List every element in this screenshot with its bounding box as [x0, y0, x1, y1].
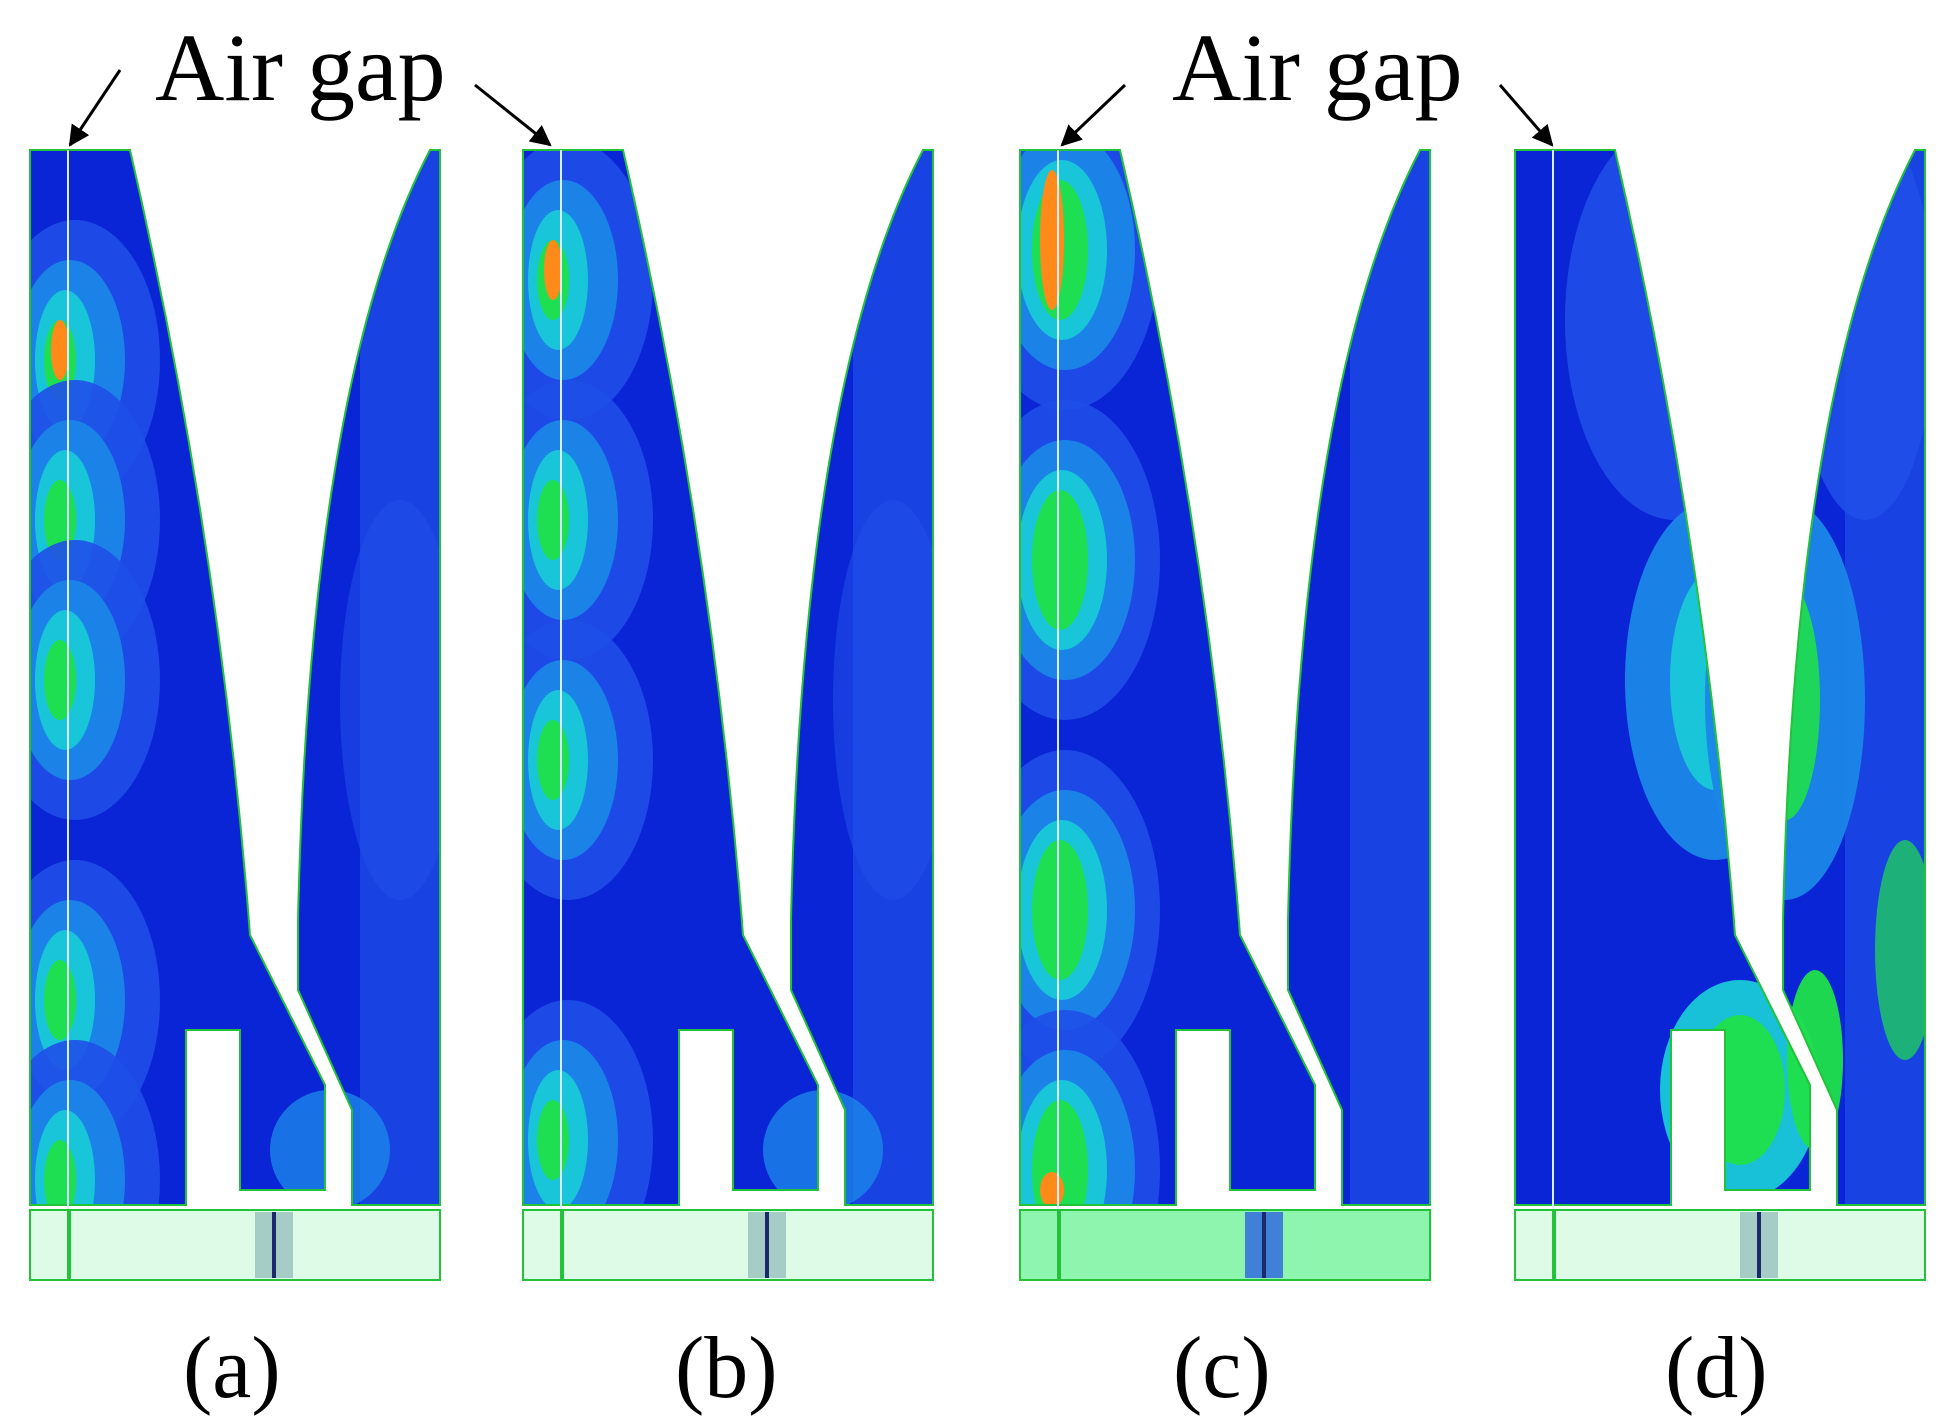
air-gap-arrow-3: [1060, 83, 1127, 147]
panel-c: [1019, 149, 1431, 1281]
hotspot-a-4: [44, 1140, 76, 1205]
caption-d: (d): [1665, 1320, 1768, 1417]
right-outline-b: [790, 149, 934, 1206]
base-plate-small-d: [1514, 1209, 1554, 1281]
hotspot-b-1: [537, 480, 569, 560]
hotspot-b-2: [537, 720, 569, 800]
hotspot-a-3: [44, 960, 76, 1040]
tooth-outline-d: [1514, 149, 1811, 1206]
field-map-c: [1020, 150, 1430, 1205]
base-plate-small-b: [522, 1209, 562, 1281]
air-gap-arrow-2: [474, 83, 552, 147]
hotspot-d-1: [1695, 1015, 1785, 1165]
hotspot-c-3: [1032, 1100, 1088, 1205]
panel-a: [29, 149, 441, 1281]
hotspot-c-1: [1032, 490, 1088, 630]
base-plate-small-a: [29, 1209, 69, 1281]
air-gap-arrow-4: [1498, 84, 1554, 147]
panel-b: [522, 149, 934, 1281]
panel-d: [1514, 149, 1926, 1281]
air-gap-label-right: Air gap: [1172, 14, 1463, 121]
right-outline-c: [1287, 149, 1431, 1206]
tooth-outline-b: [522, 149, 819, 1206]
caption-c: (c): [1173, 1320, 1271, 1417]
caption-a: (a): [183, 1320, 281, 1417]
hotspot-b-3: [537, 1100, 569, 1180]
hotspot-a-2: [44, 640, 76, 720]
base-plate-small-c: [1019, 1209, 1059, 1281]
field-map-b: [523, 150, 933, 1205]
right-outline-d: [1782, 149, 1926, 1206]
right-outline-a: [297, 149, 441, 1206]
caption-b: (b): [675, 1320, 778, 1417]
hotspot-d-0: [1750, 580, 1820, 820]
air-gap-label-left: Air gap: [155, 14, 446, 121]
air-gap-arrow-1: [68, 69, 122, 147]
tooth-outline-a: [29, 149, 326, 1206]
tooth-outline-c: [1019, 149, 1316, 1206]
hotspot-c-2: [1032, 840, 1088, 980]
